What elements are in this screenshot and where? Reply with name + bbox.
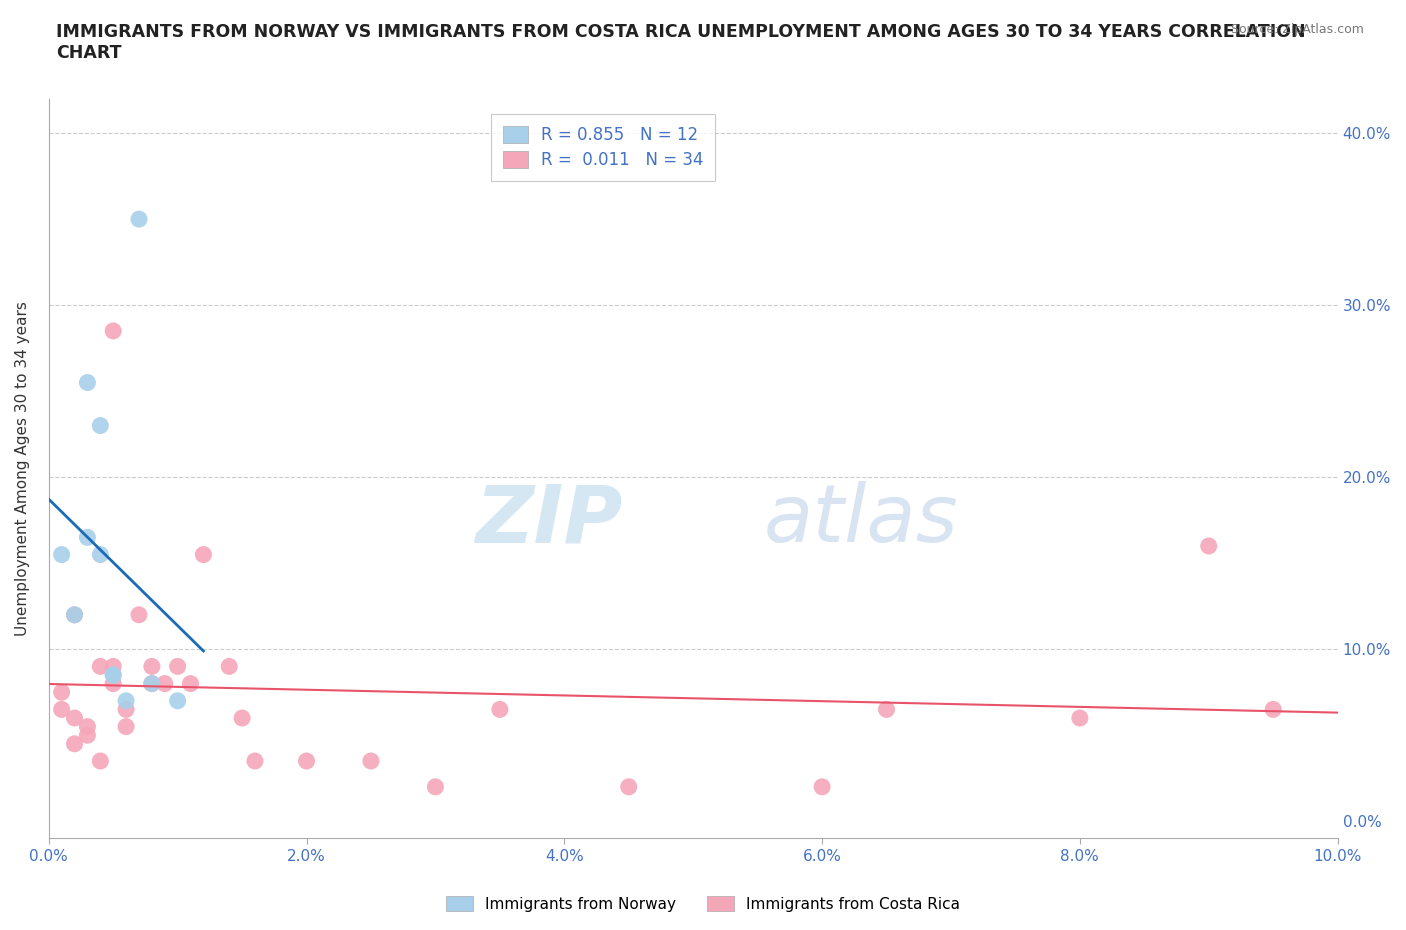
- Point: [218, 659, 240, 674]
- Point: [63, 607, 86, 622]
- Point: [115, 719, 138, 734]
- Point: [811, 779, 834, 794]
- Text: ZIP: ZIP: [475, 482, 623, 559]
- Point: [76, 728, 98, 743]
- Point: [51, 684, 73, 699]
- Point: [231, 711, 253, 725]
- Point: [193, 547, 215, 562]
- Point: [63, 607, 86, 622]
- Point: [89, 547, 111, 562]
- Point: [89, 418, 111, 433]
- Text: atlas: atlas: [763, 482, 959, 559]
- Point: [89, 753, 111, 768]
- Text: Source: ZipAtlas.com: Source: ZipAtlas.com: [1230, 23, 1364, 36]
- Point: [1069, 711, 1091, 725]
- Point: [360, 753, 382, 768]
- Point: [63, 711, 86, 725]
- Point: [1198, 538, 1220, 553]
- Point: [243, 753, 266, 768]
- Point: [103, 668, 125, 683]
- Point: [876, 702, 898, 717]
- Legend: Immigrants from Norway, Immigrants from Costa Rica: Immigrants from Norway, Immigrants from …: [440, 889, 966, 918]
- Point: [153, 676, 176, 691]
- Point: [76, 719, 98, 734]
- Point: [51, 547, 73, 562]
- Point: [51, 702, 73, 717]
- Point: [76, 375, 98, 390]
- Point: [141, 659, 163, 674]
- Point: [115, 702, 138, 717]
- Point: [115, 694, 138, 709]
- Point: [141, 676, 163, 691]
- Point: [180, 676, 202, 691]
- Point: [617, 779, 640, 794]
- Point: [103, 676, 125, 691]
- Point: [166, 694, 188, 709]
- Point: [103, 324, 125, 339]
- Point: [103, 659, 125, 674]
- Y-axis label: Unemployment Among Ages 30 to 34 years: Unemployment Among Ages 30 to 34 years: [15, 301, 30, 636]
- Point: [63, 737, 86, 751]
- Text: IMMIGRANTS FROM NORWAY VS IMMIGRANTS FROM COSTA RICA UNEMPLOYMENT AMONG AGES 30 : IMMIGRANTS FROM NORWAY VS IMMIGRANTS FRO…: [56, 23, 1306, 62]
- Point: [489, 702, 512, 717]
- Point: [89, 659, 111, 674]
- Point: [166, 659, 188, 674]
- Legend: R = 0.855   N = 12, R =  0.011   N = 34: R = 0.855 N = 12, R = 0.011 N = 34: [491, 114, 716, 180]
- Point: [103, 668, 125, 683]
- Point: [425, 779, 447, 794]
- Point: [1263, 702, 1285, 717]
- Point: [128, 212, 150, 227]
- Point: [141, 676, 163, 691]
- Point: [76, 530, 98, 545]
- Point: [128, 607, 150, 622]
- Point: [295, 753, 318, 768]
